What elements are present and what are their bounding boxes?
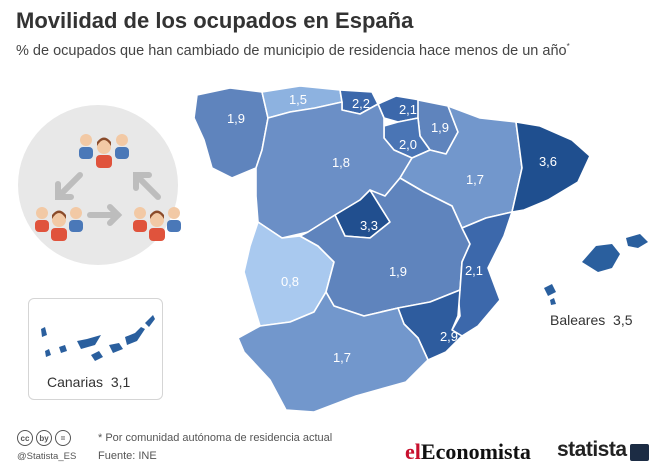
canarias-inset [28, 298, 163, 400]
source-note: Fuente: INE [98, 450, 157, 462]
region-cataluna [511, 121, 591, 213]
baleares-label: Baleares 3,5 [550, 312, 633, 328]
label-la-rioja: 2,0 [399, 137, 417, 152]
label-madrid: 3,3 [360, 218, 378, 233]
region-andalucia [237, 291, 429, 413]
region-canarias [41, 315, 155, 361]
label-castilla-y-leon: 1,8 [332, 155, 350, 170]
label-pais-vasco: 2,1 [399, 102, 417, 117]
label-aragon: 1,7 [466, 172, 484, 187]
label-extremadura: 0,8 [281, 274, 299, 289]
canarias-label: Canarias 3,1 [47, 374, 131, 390]
statista-logo[interactable]: statista [557, 438, 627, 461]
label-galicia: 1,9 [227, 111, 245, 126]
canarias-islands [41, 315, 155, 361]
no-derivatives-icon[interactable]: = [55, 430, 71, 446]
footnote: * Por comunidad autónoma de residencia a… [98, 432, 333, 444]
region-labels: 1,9 1,5 2,2 2,1 1,9 2,0 1,8 1,7 3,6 3,3 … [227, 92, 557, 365]
label-comunidad-valenciana: 2,1 [465, 263, 483, 278]
relocation-illustration-icon [18, 105, 181, 265]
label-andalucia: 1,7 [333, 350, 351, 365]
page-subtitle: % de ocupados que han cambiado de munici… [16, 42, 570, 59]
label-asturias: 1,5 [289, 92, 307, 107]
label-navarra: 1,9 [431, 120, 449, 135]
region-baleares [544, 234, 648, 305]
label-castilla-la-mancha: 1,9 [389, 264, 407, 279]
label-cataluna: 3,6 [539, 154, 557, 169]
creative-commons-icon[interactable]: cc [17, 430, 33, 446]
page-title: Movilidad de los ocupados en España [16, 8, 414, 33]
attribution-icon[interactable]: by [36, 430, 52, 446]
eleconomista-logo[interactable]: elEconomista [405, 439, 531, 464]
label-murcia: 2,9 [440, 329, 458, 344]
license-icons: cc by = [17, 430, 71, 446]
statista-logo-icon [630, 444, 649, 461]
label-cantabria: 2,2 [352, 96, 370, 111]
twitter-handle[interactable]: @Statista_ES [17, 451, 77, 462]
